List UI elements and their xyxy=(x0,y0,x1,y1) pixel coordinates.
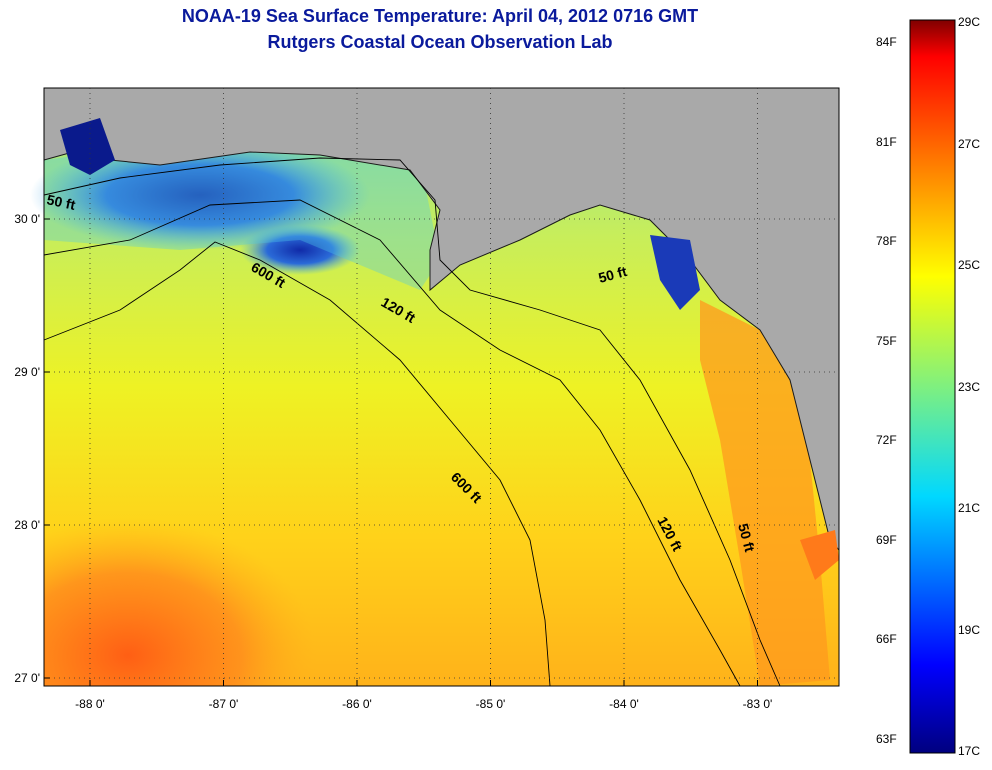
map-title: NOAA-19 Sea Surface Temperature: April 0… xyxy=(181,6,699,26)
colorbar-fahrenheit-label: 66F xyxy=(876,632,897,647)
longitude-tick-label: -86 0' xyxy=(342,697,372,711)
plot-area xyxy=(30,87,840,687)
colorbar-celsius-label: 25C xyxy=(958,258,981,272)
colorbar-celsius-label: 29C xyxy=(958,15,981,29)
depth-contour-50ft xyxy=(43,157,781,687)
latitude-ticks: 30 0' 29 0' 28 0' 27 0' xyxy=(14,212,50,685)
colorbar-celsius-label: 17C xyxy=(958,744,981,758)
coastline xyxy=(43,149,840,551)
land-mass xyxy=(44,88,839,550)
map-subtitle: Rutgers Coastal Ocean Observation Lab xyxy=(267,32,613,52)
colorbar-fahrenheit-label: 84F xyxy=(876,35,897,49)
colorbar-celsius-label: 21C xyxy=(958,501,981,515)
longitude-tick-label: -87 0' xyxy=(209,697,239,711)
colorbar-fahrenheit-label: 78F xyxy=(876,234,897,249)
coastal-cool-zone xyxy=(44,150,440,290)
longitude-tick-label: -85 0' xyxy=(476,697,506,711)
latitude-tick-label: 28 0' xyxy=(14,518,40,532)
longitude-tick-label: -88 0' xyxy=(75,697,105,711)
colorbar-fahrenheit-label: 72F xyxy=(876,433,897,448)
coastal-warm-band xyxy=(700,300,830,686)
colorbar xyxy=(909,19,956,754)
latitude-tick-label: 29 0' xyxy=(14,365,40,379)
colorbar-fahrenheit-label: 81F xyxy=(876,134,897,149)
cold-water-plume xyxy=(30,140,370,250)
mobile-bay xyxy=(60,118,115,175)
depth-label-50ft-west: 50 ft xyxy=(45,191,77,213)
colorbar-celsius-label: 23C xyxy=(958,379,981,394)
depth-label-50ft-south: 50 ft xyxy=(735,522,758,554)
latitude-tick-label: 27 0' xyxy=(14,671,40,685)
warm-water-region xyxy=(44,380,464,686)
colorbar-celsius-label: 19C xyxy=(958,622,981,637)
longitude-tick-label: -84 0' xyxy=(609,697,639,711)
latitude-tick-label: 30 0' xyxy=(14,212,40,226)
apalachee-bay xyxy=(650,235,700,310)
plot-frame xyxy=(43,87,840,687)
depth-label-50ft-east: 50 ft xyxy=(597,263,629,286)
tampa-bay xyxy=(800,530,839,580)
longitude-ticks: -88 0' -87 0' -86 0' -85 0' -84 0' -83 0' xyxy=(75,680,772,711)
colorbar-fahrenheit-label: 63F xyxy=(876,732,897,746)
depth-contour-600ft xyxy=(43,241,551,687)
cold-water-patch xyxy=(240,225,360,275)
colorbar-fahrenheit-label: 75F xyxy=(876,333,897,348)
depth-contour-120ft xyxy=(43,199,741,687)
longitude-tick-label: -83 0' xyxy=(743,697,773,711)
colorbar-fahrenheit-label: 69F xyxy=(876,532,897,547)
colorbar-celsius-label: 27C xyxy=(958,136,981,151)
